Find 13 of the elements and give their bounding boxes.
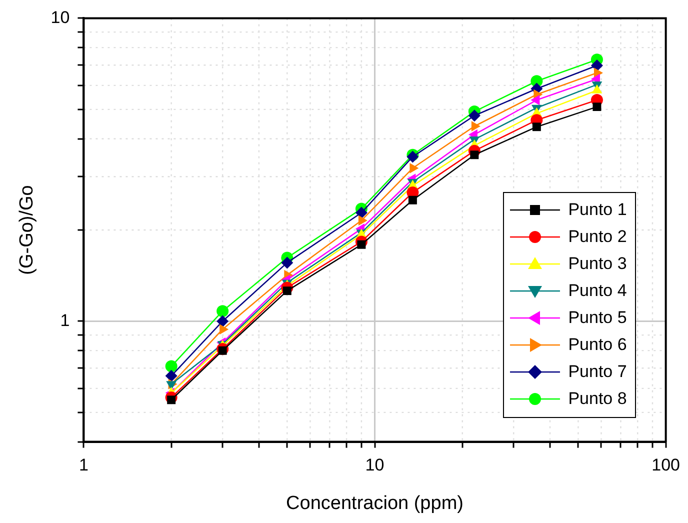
x-tick-label: 100	[652, 456, 680, 475]
legend-label: Punto 6	[568, 335, 627, 356]
legend-label: Punto 5	[568, 308, 627, 328]
legend-label: Punto 4	[568, 281, 627, 302]
legend-label: Punto 7	[568, 362, 627, 382]
y-axis-title: (G-Go)/Go	[16, 185, 38, 275]
legend-label: Punto 3	[568, 254, 627, 274]
x-axis-title: Concentracion (ppm)	[286, 492, 464, 514]
legend-label: Punto 8	[568, 389, 627, 410]
x-tick-label: 1	[78, 456, 88, 475]
legend-label: Punto 2	[568, 227, 627, 248]
x-tick-label: 10	[365, 456, 384, 475]
legend-label: Punto 1	[568, 200, 627, 220]
